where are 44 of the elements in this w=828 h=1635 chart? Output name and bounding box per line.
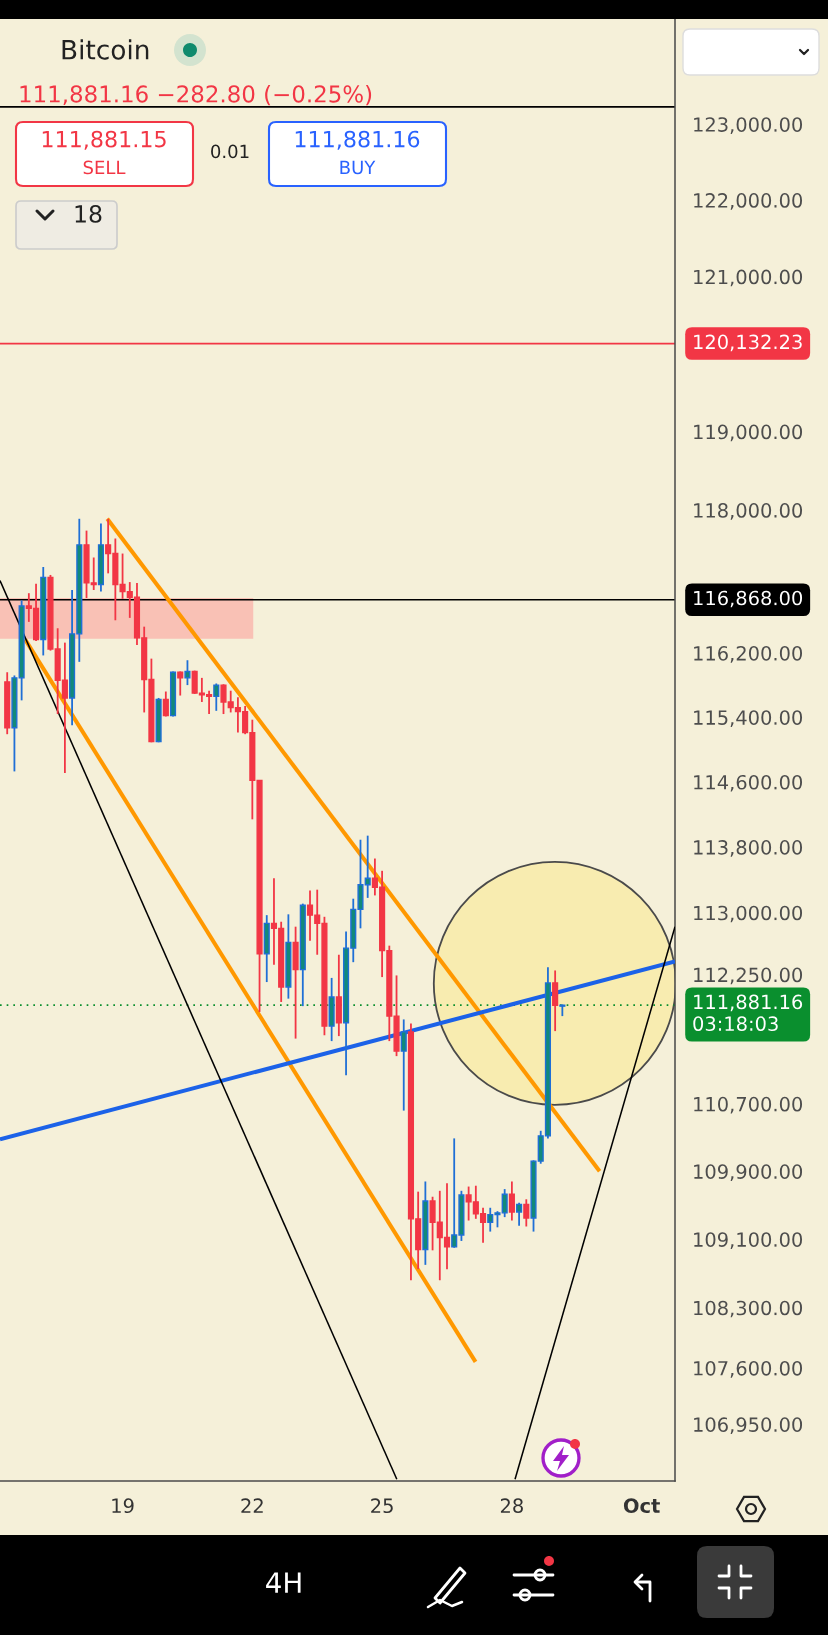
candlestick [177, 670, 184, 697]
candlestick [552, 969, 559, 1033]
y-tick-label: 118,000.00 [694, 503, 803, 520]
ref-line-label: 116,868.00 [694, 590, 803, 608]
x-tick-label: 25 [371, 1498, 393, 1514]
x-tick-label: Oct [623, 1498, 660, 1514]
y-tick-label: 114,600.00 [694, 774, 803, 792]
annotation: 18 [75, 204, 102, 223]
candlestick [162, 690, 169, 718]
candlestick [516, 1201, 523, 1227]
annotation: 111,881.15 [42, 130, 166, 150]
y-tick-label: 112,250.00 [694, 967, 803, 985]
candlestick [400, 1018, 407, 1112]
text: 111,881.16 −282.80 (−0.25%) [20, 84, 372, 106]
candlestick [184, 659, 191, 686]
y-tick-label: 108,300.00 [694, 1300, 803, 1318]
y-tick-label: 106,950.00 [694, 1417, 803, 1434]
x-tick-label: 28 [500, 1498, 523, 1514]
y-tick-label: 109,900.00 [694, 1164, 803, 1181]
candlestick [559, 1003, 566, 1018]
candlestick [508, 1180, 515, 1222]
y-tick-label: 115,400.00 [694, 710, 803, 727]
y-tick-label: 116,200.00 [694, 645, 803, 663]
annotation: 111,881.16 [295, 130, 420, 150]
y-tick-label: 121,000.00 [694, 269, 803, 287]
y-tick-label: 113,000.00 [694, 905, 803, 923]
ref-line-label: 120,132.23 [694, 334, 802, 352]
y-tick-label: 109,100.00 [694, 1232, 803, 1249]
y-tick-label: 110,700.00 [694, 1096, 803, 1114]
candlestick [213, 682, 220, 712]
candlestick [523, 1198, 530, 1228]
y-tick-label: 123,000.00 [694, 117, 803, 134]
x-tick-label: 22 [241, 1498, 263, 1513]
ref-line-label: 111,881.16 03:18:03 [693, 994, 803, 1032]
y-tick-label: 119,000.00 [694, 424, 803, 442]
y-tick-label: 107,600.00 [694, 1360, 803, 1378]
annotation: SELL [83, 160, 126, 175]
annotation: 0.01 [211, 144, 249, 159]
y-tick-label: 113,800.00 [694, 840, 803, 857]
text: 4H [266, 1572, 301, 1593]
y-tick-label: 122,000.00 [694, 193, 803, 210]
text: Bitcoin [62, 39, 149, 60]
x-tick-label: 19 [112, 1498, 134, 1514]
annotation: BUY [340, 160, 376, 175]
